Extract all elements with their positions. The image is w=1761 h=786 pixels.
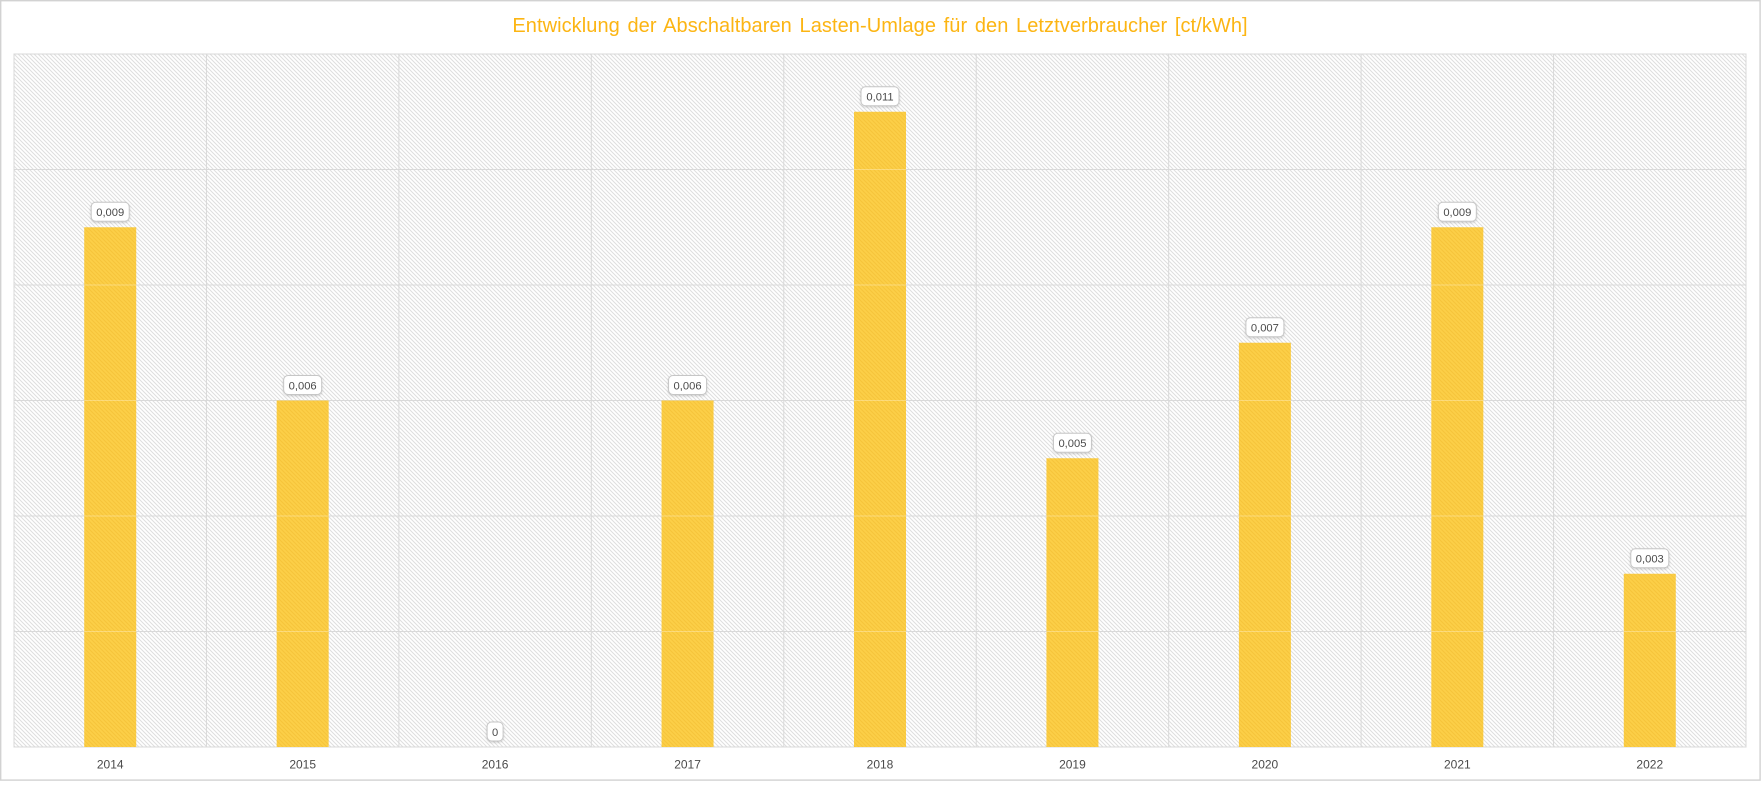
svg-text:0,009: 0,009: [1443, 207, 1471, 219]
svg-text:2016: 2016: [482, 758, 509, 772]
svg-text:2014: 2014: [97, 758, 124, 772]
svg-text:0: 0: [492, 727, 498, 739]
svg-text:0,011: 0,011: [866, 92, 893, 104]
svg-text:2019: 2019: [1059, 758, 1086, 772]
svg-text:0,007: 0,007: [1251, 323, 1279, 335]
svg-text:2015: 2015: [289, 758, 316, 772]
svg-text:0,009: 0,009: [96, 207, 124, 219]
svg-text:0,005: 0,005: [1058, 438, 1086, 450]
svg-text:0,006: 0,006: [674, 380, 702, 392]
svg-text:0,006: 0,006: [289, 380, 317, 392]
svg-text:2021: 2021: [1444, 758, 1471, 772]
svg-text:2018: 2018: [867, 758, 894, 772]
svg-text:Entwicklung der Abschaltbaren: Entwicklung der Abschaltbaren Lasten-Uml…: [512, 15, 1247, 37]
svg-text:2020: 2020: [1252, 758, 1279, 772]
svg-text:2017: 2017: [674, 758, 701, 772]
svg-text:2022: 2022: [1636, 758, 1663, 772]
svg-text:0,003: 0,003: [1636, 554, 1664, 566]
